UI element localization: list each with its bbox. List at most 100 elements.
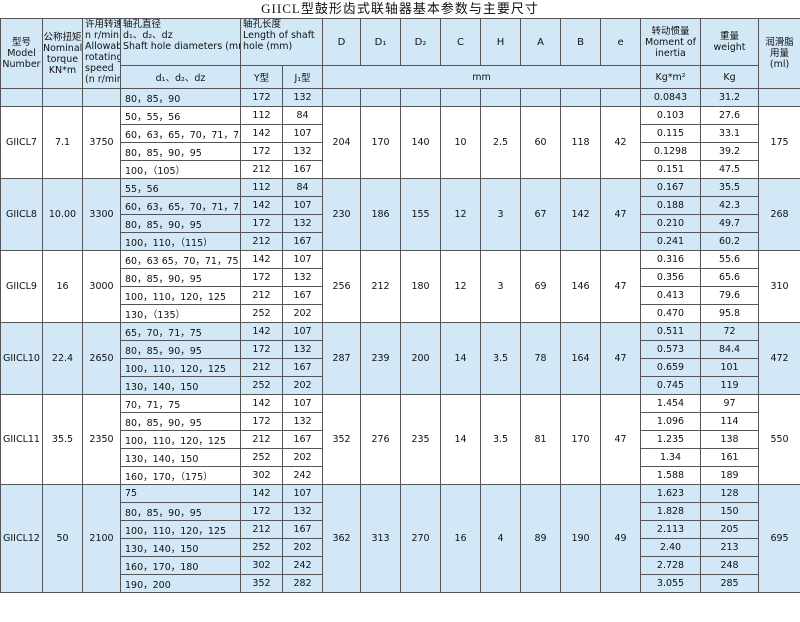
- empty-cell: [480, 88, 522, 107]
- empty-cell: [758, 88, 800, 107]
- length-j: 107: [281, 124, 324, 143]
- weight: 42.3: [700, 196, 760, 215]
- inertia: 2.728: [640, 556, 702, 575]
- dimension: 186: [360, 178, 402, 251]
- shaft-diameters: 100，110，（115）: [120, 232, 241, 251]
- header-line: (n r/min): [85, 74, 120, 85]
- dimension: 170: [560, 394, 602, 485]
- header-line: 许用转速: [85, 19, 121, 31]
- inertia: 0.103: [640, 106, 702, 125]
- shaft-diameters: 100，（105）: [120, 160, 241, 179]
- inertia: 1.454: [640, 394, 702, 413]
- weight: 72: [700, 322, 760, 341]
- dimension: 190: [560, 484, 602, 593]
- length-y: 302: [240, 466, 283, 485]
- dims-unit: mm: [322, 65, 642, 89]
- header-line: n r/min: [85, 30, 120, 41]
- length-y: 172: [240, 340, 283, 359]
- empty-cell: [520, 88, 562, 107]
- header-line: inertia: [655, 47, 686, 59]
- weight: 31.2: [700, 88, 760, 107]
- weight: 119: [700, 376, 760, 395]
- shaft-diameters: 50，55，56: [120, 106, 241, 125]
- grease: 268: [758, 178, 800, 251]
- weight: 138: [700, 430, 760, 449]
- dimension: 47: [600, 322, 642, 395]
- length-j: 107: [281, 250, 324, 269]
- empty-cell: [560, 88, 602, 107]
- length-y: 142: [240, 322, 283, 341]
- inertia: 0.413: [640, 286, 702, 305]
- dimension: 155: [400, 178, 442, 251]
- torque: 22.4: [42, 322, 83, 395]
- empty-cell: [600, 88, 642, 107]
- dim-header: H: [480, 18, 522, 66]
- length-j-header: J₁型: [281, 65, 324, 89]
- table-row: GIICL7 7.1 3750 50，55，56 112 84 204 170 140 10 2.5…: [0, 106, 800, 179]
- dimension: 3.5: [480, 322, 522, 395]
- dimension: 180: [400, 250, 442, 323]
- dimension: 14: [440, 322, 482, 395]
- inertia: 0.1298: [640, 142, 702, 161]
- header-line: torque: [46, 53, 79, 65]
- torque: 16: [42, 250, 83, 323]
- header-line: hole (mm): [243, 41, 293, 52]
- length-j: 84: [281, 178, 324, 197]
- weight: 213: [700, 538, 760, 557]
- dimension: 204: [322, 106, 362, 179]
- length-y: 352: [240, 574, 283, 593]
- dimension: 67: [520, 178, 562, 251]
- shaft-diameters: 65，70，71，75: [120, 322, 241, 341]
- grease: 695: [758, 484, 800, 593]
- dimension: 69: [520, 250, 562, 323]
- shaft-diameters: 80，85，90: [120, 88, 241, 107]
- model: GIICL10: [0, 322, 43, 395]
- weight: 49.7: [700, 214, 760, 233]
- model-header: 型号 Model Number: [0, 18, 43, 89]
- shaft-diameters: 100，110，120，125: [120, 430, 241, 449]
- inertia: 0.470: [640, 304, 702, 323]
- inertia: 0.188: [640, 196, 702, 215]
- shaft-diameters: 80，85，90，95: [120, 502, 241, 521]
- model: GIICL9: [0, 250, 43, 323]
- title: GIICL型鼓形齿式联轴器基本参数与主要尺寸: [261, 1, 539, 16]
- length-j: 132: [281, 142, 324, 161]
- shaft-diameters: 80，85，90，95: [120, 412, 241, 431]
- dimension: 49: [600, 484, 642, 593]
- shaft-diameters: 160，170，（175）: [120, 466, 241, 485]
- inertia: 0.356: [640, 268, 702, 287]
- weight-header: 重量 weight: [700, 18, 760, 66]
- weight: 39.2: [700, 142, 760, 161]
- header-line: Model: [7, 48, 36, 59]
- dimension: 118: [560, 106, 602, 179]
- length-j: 167: [281, 358, 324, 377]
- length-y: 142: [240, 484, 283, 503]
- weight: 60.2: [700, 232, 760, 251]
- inertia: 1.828: [640, 502, 702, 521]
- length-y: 142: [240, 124, 283, 143]
- weight: 33.1: [700, 124, 760, 143]
- header-line: rotating: [85, 52, 121, 63]
- torque: 10.00: [42, 178, 83, 251]
- length-y: 252: [240, 376, 283, 395]
- dimension: 12: [440, 178, 482, 251]
- inertia: 0.210: [640, 214, 702, 233]
- weight: 114: [700, 412, 760, 431]
- length-j: 107: [281, 484, 324, 503]
- weight: 65.6: [700, 268, 760, 287]
- inertia: 2.40: [640, 538, 702, 557]
- table-row: 100，110，120，125 212 167 0.659 101: [1, 358, 800, 377]
- header-line: 轴孔长度: [243, 19, 282, 31]
- model: GIICL7: [0, 106, 43, 179]
- dimension: 60: [520, 106, 562, 179]
- length-j: 167: [281, 286, 324, 305]
- length-j: 167: [281, 430, 324, 449]
- dimension: 81: [520, 394, 562, 485]
- table-row: 100，110，120，125 212 167 2.113 205: [1, 520, 800, 539]
- inertia: 1.096: [640, 412, 702, 431]
- length-y: 172: [240, 268, 283, 287]
- grease: 550: [758, 394, 800, 485]
- shaft-diameters: 75: [120, 484, 241, 503]
- dimension: 78: [520, 322, 562, 395]
- dimension: 47: [600, 250, 642, 323]
